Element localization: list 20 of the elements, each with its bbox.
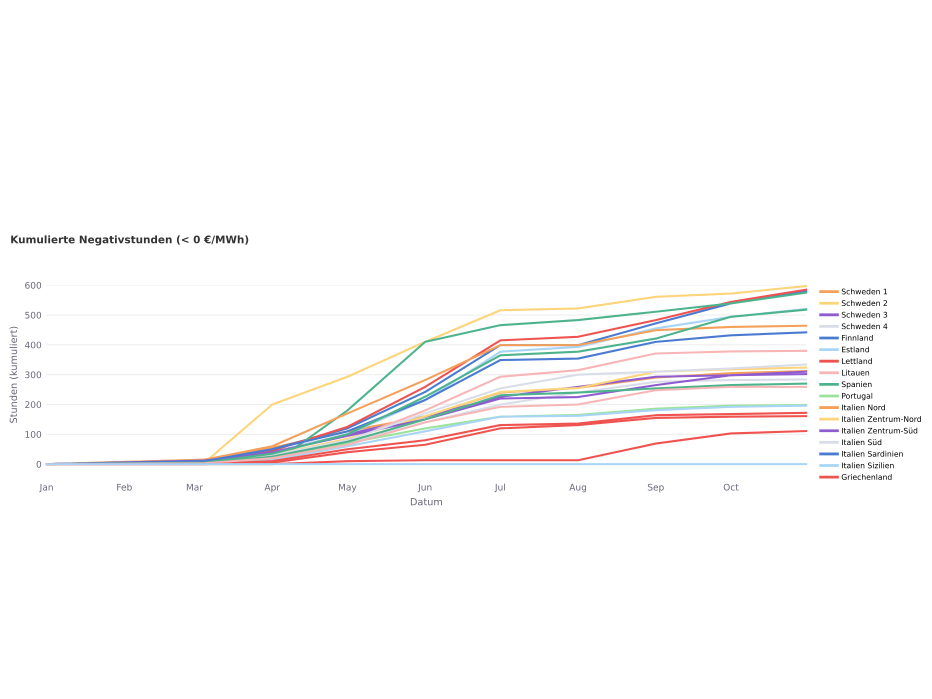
y-tick-label: 0: [36, 460, 42, 468]
x-tick-label: Aug: [569, 484, 586, 492]
x-tick-label: Jun: [418, 484, 432, 492]
y-axis-title: Stunden (kumuliert): [10, 326, 18, 423]
x-tick-label: Oct: [724, 484, 739, 491]
x-tick-label: Jan: [39, 484, 53, 492]
x-axis-title: Datum: [410, 498, 442, 506]
x-tick-label: May: [338, 484, 356, 492]
x-tick-label: Jul: [494, 484, 505, 492]
y-tick-label: 100: [26, 431, 42, 438]
y-tick-label: 500: [25, 312, 42, 319]
y-tick-label: 300: [25, 371, 42, 378]
x-tick-label: Sep: [648, 484, 664, 492]
chart-title: Kumulierte Negativstunden (< 0 €/MWh): [11, 235, 248, 246]
x-tick-label: Apr: [264, 484, 280, 492]
y-tick-label: 200: [25, 401, 42, 408]
y-tick-label: 600: [25, 282, 42, 289]
x-tick-label: Mar: [186, 484, 204, 491]
y-tick-label: 400: [24, 342, 42, 348]
x-tick-label: Feb: [117, 484, 132, 491]
